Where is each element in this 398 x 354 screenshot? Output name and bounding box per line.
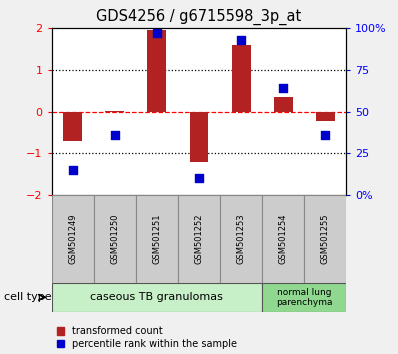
Bar (262, 283, 346, 312)
Text: normal lung
parenchyma: normal lung parenchyma (276, 288, 332, 307)
Bar (232, 45, 250, 112)
Legend: transformed count, percentile rank within the sample: transformed count, percentile rank withi… (57, 326, 237, 349)
Point (196, 175, 202, 181)
Bar (105, 111, 124, 112)
Bar (220, 195, 262, 283)
Point (280, 85, 286, 91)
Text: cell type: cell type (4, 292, 52, 302)
Bar (316, 112, 335, 121)
Bar (262, 195, 304, 283)
Point (154, 30, 160, 36)
Point (322, 132, 328, 138)
Bar (136, 195, 178, 283)
Bar (189, 112, 209, 162)
Bar (147, 30, 166, 112)
Text: GDS4256 / g6715598_3p_at: GDS4256 / g6715598_3p_at (96, 9, 302, 25)
Text: GSM501255: GSM501255 (321, 214, 330, 264)
Text: caseous TB granulomas: caseous TB granulomas (90, 292, 223, 302)
Point (238, 37, 244, 43)
Bar (304, 195, 346, 283)
Bar (52, 283, 262, 312)
Bar (94, 195, 136, 283)
Text: GSM501250: GSM501250 (110, 214, 119, 264)
Bar (178, 195, 220, 283)
Point (70, 167, 76, 173)
Text: GSM501253: GSM501253 (236, 213, 246, 264)
Bar (52, 195, 94, 283)
Bar (63, 112, 82, 142)
Text: GSM501254: GSM501254 (279, 214, 288, 264)
Text: GSM501251: GSM501251 (152, 214, 162, 264)
Bar (274, 97, 293, 112)
Text: GSM501252: GSM501252 (195, 214, 203, 264)
Text: GSM501249: GSM501249 (68, 214, 77, 264)
Point (112, 132, 118, 138)
